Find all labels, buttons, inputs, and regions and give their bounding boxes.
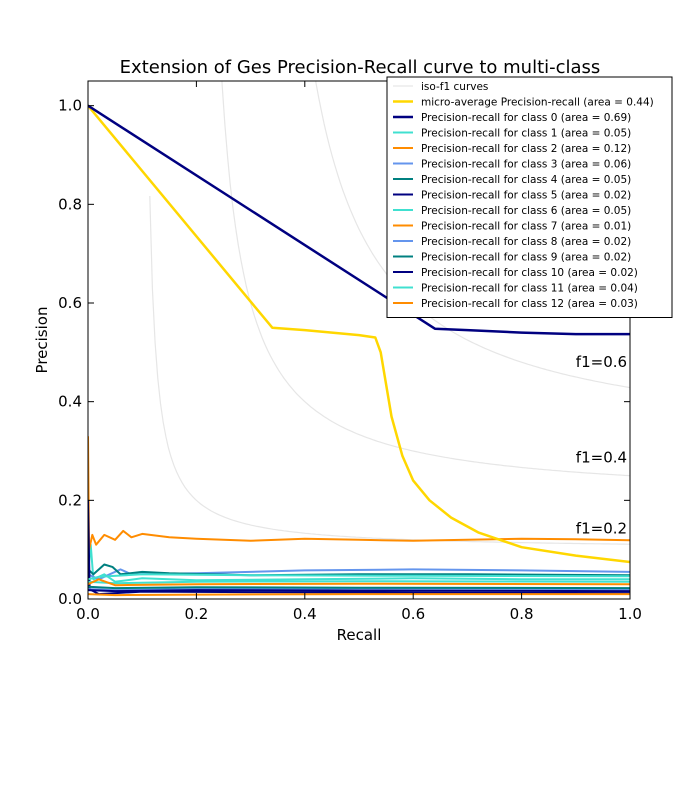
- x-tick-label: 0.4: [293, 605, 317, 623]
- iso-f1-label: f1=0.4: [576, 448, 627, 466]
- legend-entry: Precision-recall for class 11 (area = 0.…: [421, 283, 638, 295]
- pr-curve-series-10: [88, 585, 630, 590]
- legend-entry: Precision-recall for class 9 (area = 0.0…: [421, 252, 631, 264]
- legend-entry: Precision-recall for class 6 (area = 0.0…: [421, 205, 631, 217]
- legend-entry: Precision-recall for class 12 (area = 0.…: [421, 298, 638, 310]
- legend-entry: Precision-recall for class 3 (area = 0.0…: [421, 159, 631, 171]
- iso-f1-curve: [221, 81, 630, 477]
- y-tick-label: 0.6: [58, 294, 82, 312]
- x-axis-label: Recall: [337, 626, 382, 644]
- iso-f1-label: f1=0.6: [576, 353, 627, 371]
- x-tick-label: 0.8: [510, 605, 534, 623]
- legend-entry: Precision-recall for class 5 (area = 0.0…: [421, 190, 631, 202]
- iso-f1-label: f1=0.2: [576, 520, 627, 538]
- legend: iso-f1 curves micro-average Precision-rec…: [386, 76, 673, 318]
- pr-curve-series-0: [88, 104, 630, 564]
- legend-box: [386, 76, 673, 318]
- chart-title: Extension of Ges Precision-Recall curve …: [120, 57, 601, 78]
- legend-entry: micro-average Precision-recall (area = 0…: [421, 97, 654, 109]
- pr-curve-series-8: [88, 593, 630, 597]
- x-tick-label: 0.0: [76, 605, 100, 623]
- y-tick-label: 0.2: [58, 491, 82, 509]
- y-tick-label: 0.4: [58, 393, 82, 411]
- pr-curve-series-11: [88, 589, 630, 593]
- y-tick-label: 1.0: [58, 97, 82, 115]
- y-tick-label: 0.0: [58, 590, 82, 608]
- legend-entry: Precision-recall for class 8 (area = 0.0…: [421, 236, 631, 248]
- legend-entry: Precision-recall for class 4 (area = 0.0…: [421, 174, 631, 186]
- iso-f1-curve: [149, 195, 630, 545]
- legend-entry: iso-f1 curves: [421, 81, 488, 93]
- pr-curve-series-2: [88, 543, 630, 583]
- x-tick-label: 0.2: [184, 605, 208, 623]
- legend-entry: Precision-recall for class 10 (area = 0.…: [421, 267, 638, 279]
- legend-entry: Precision-recall for class 1 (area = 0.0…: [421, 128, 631, 140]
- legend-entry: Precision-recall for class 2 (area = 0.1…: [421, 143, 631, 155]
- pr-curve-series-13: [88, 578, 630, 587]
- y-axis-label: Precision: [33, 307, 51, 374]
- iso-f1-curve: [315, 81, 630, 389]
- legend-entry: Precision-recall for class 7 (area = 0.0…: [421, 221, 631, 233]
- y-tick-label: 0.8: [58, 195, 82, 213]
- x-tick-label: 0.6: [401, 605, 425, 623]
- pr-curve-series-1: [88, 104, 630, 336]
- legend-entry: Precision-recall for class 0 (area = 0.6…: [421, 112, 631, 124]
- x-tick-label: 1.0: [618, 605, 642, 623]
- plot-frame: [87, 80, 631, 600]
- pr-curve-series-5: [88, 563, 630, 577]
- pr-curve-series-7: [88, 573, 630, 581]
- pr-curve-series-3: [88, 436, 630, 551]
